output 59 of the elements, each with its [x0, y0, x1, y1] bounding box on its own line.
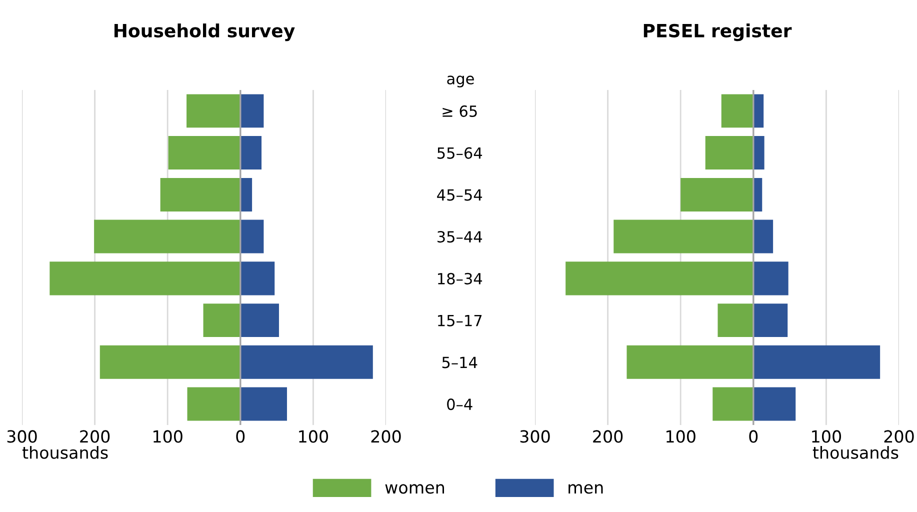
bar — [753, 94, 764, 128]
bar — [240, 345, 373, 379]
bar — [203, 304, 240, 338]
bar — [753, 136, 764, 170]
x-tick-label: 200 — [884, 430, 914, 443]
x-tick-label: 100 — [666, 430, 696, 443]
legend-label: men — [568, 484, 603, 494]
bar — [100, 345, 240, 379]
bar — [187, 387, 240, 421]
bar — [753, 387, 796, 421]
chart-title: PESEL register — [644, 24, 792, 42]
x-tick-label: 200 — [80, 430, 110, 443]
x-tick-label: 0 — [236, 430, 245, 443]
bar — [753, 262, 788, 296]
bar — [240, 220, 264, 254]
y-tick-label: 55–64 — [438, 147, 482, 159]
bar — [566, 262, 754, 296]
bar — [712, 387, 754, 421]
bar — [50, 262, 240, 296]
chart-title: Household survey — [114, 24, 295, 42]
bar — [186, 94, 240, 128]
x-tick-label: 200 — [371, 430, 401, 443]
x-tick-label: 300 — [7, 430, 37, 443]
x-axis-title: thousands — [22, 446, 108, 459]
y-tick-label: 0–4 — [447, 398, 472, 410]
bar — [753, 178, 762, 212]
y-tick-label: 15–17 — [438, 314, 482, 326]
bar — [721, 94, 754, 128]
y-tick-label: 35–44 — [438, 231, 482, 243]
legend-label: women — [385, 484, 444, 494]
x-tick-label: 100 — [812, 430, 841, 443]
bar — [753, 345, 880, 379]
bar — [680, 178, 754, 212]
bar — [94, 220, 240, 254]
x-tick-label: 200 — [593, 430, 623, 443]
bar — [240, 178, 252, 212]
x-axis-title: thousands — [812, 446, 898, 459]
bar — [718, 304, 754, 338]
bar — [626, 345, 754, 379]
bar — [614, 220, 754, 254]
bar — [240, 262, 275, 296]
y-tick-label: 5–14 — [442, 356, 478, 368]
bar — [705, 136, 754, 170]
x-tick-label: 100 — [299, 430, 328, 443]
y-tick-label: 45–54 — [437, 189, 482, 201]
x-tick-label: 0 — [749, 430, 758, 443]
x-tick-label: 100 — [154, 430, 182, 443]
bar — [753, 220, 774, 254]
bar — [753, 304, 788, 338]
bar — [160, 178, 240, 212]
bar — [168, 136, 240, 170]
x-tick-label: 300 — [520, 430, 550, 443]
bar — [240, 136, 262, 170]
bar — [240, 387, 287, 421]
bar — [240, 94, 264, 128]
bar — [240, 304, 279, 338]
y-tick-label: ≥ 65 — [442, 105, 477, 117]
y-tick-label: 18–34 — [438, 272, 482, 284]
text: age — [447, 76, 474, 88]
